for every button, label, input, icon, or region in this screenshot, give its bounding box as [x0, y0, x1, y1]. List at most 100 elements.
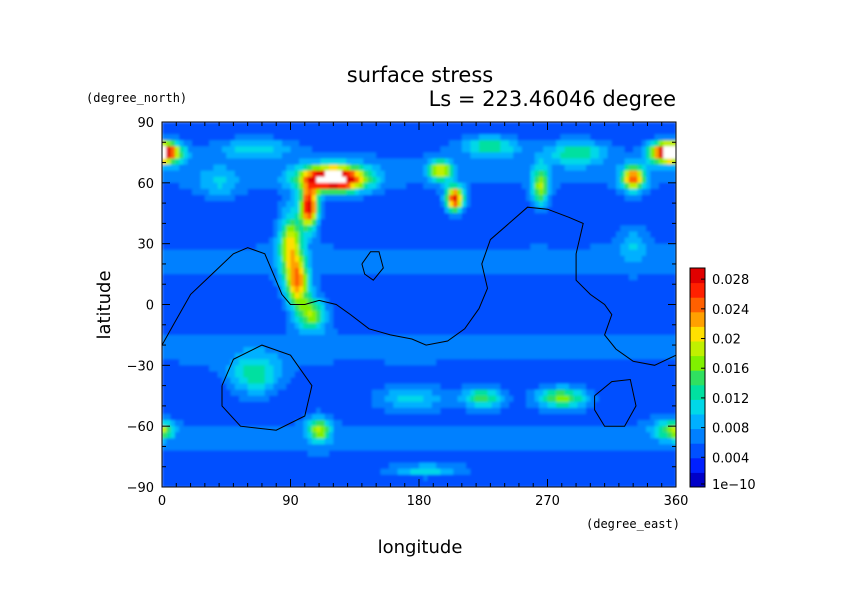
heatmap-cell — [350, 195, 356, 202]
heatmap-cell — [162, 341, 167, 348]
heatmap-cell — [213, 164, 219, 172]
heatmap-cell — [453, 268, 459, 275]
heatmap-cell — [264, 146, 270, 154]
heatmap-cell — [436, 286, 442, 293]
heatmap-cell — [513, 128, 519, 135]
heatmap-cell — [616, 219, 621, 227]
heatmap-cell — [170, 261, 176, 269]
heatmap-cell — [478, 261, 484, 269]
heatmap-cell — [491, 182, 497, 190]
heatmap-cell — [410, 140, 416, 147]
heatmap-cell — [247, 334, 253, 342]
heatmap-cell — [517, 334, 523, 342]
heatmap-cell — [281, 347, 287, 354]
heatmap-cell — [350, 304, 356, 312]
heatmap-cell — [491, 122, 497, 129]
heatmap-cell — [414, 249, 420, 257]
heatmap-cell — [577, 365, 583, 373]
heatmap-cell — [179, 304, 185, 312]
heatmap-cell — [461, 316, 467, 324]
heatmap-cell — [320, 304, 326, 312]
heatmap-cell — [590, 225, 596, 233]
heatmap-cell — [221, 341, 227, 348]
heatmap-cell — [354, 134, 360, 141]
heatmap-cell — [179, 274, 185, 281]
heatmap-cell — [401, 274, 407, 281]
heatmap-cell — [500, 353, 506, 360]
heatmap-cell — [646, 304, 651, 312]
heatmap-cell — [359, 274, 364, 281]
heatmap-cell — [371, 164, 377, 172]
heatmap-cell — [346, 213, 352, 220]
heatmap-cell — [209, 152, 214, 160]
heatmap-cell — [444, 292, 450, 300]
heatmap-cell — [397, 298, 403, 306]
heatmap-cell — [616, 341, 621, 348]
heatmap-cell — [311, 225, 317, 233]
heatmap-cell — [209, 255, 214, 263]
heatmap-cell — [526, 182, 531, 190]
heatmap-cell — [556, 158, 561, 166]
heatmap-cell — [350, 371, 356, 379]
heatmap-cell — [174, 140, 180, 147]
heatmap-cell — [641, 328, 647, 336]
heatmap-cell — [187, 280, 193, 287]
heatmap-cell — [453, 170, 459, 178]
heatmap-cell — [547, 158, 553, 166]
heatmap-cell — [474, 334, 480, 342]
heatmap-cell — [384, 243, 390, 251]
heatmap-cell — [324, 182, 330, 190]
heatmap-cell — [320, 140, 326, 147]
heatmap-cell — [251, 353, 257, 360]
heatmap-cell — [633, 328, 639, 336]
heatmap-cell — [307, 365, 313, 373]
heatmap-cell — [620, 176, 626, 184]
heatmap-cell — [324, 158, 330, 166]
heatmap-cell — [380, 219, 386, 227]
heatmap-cell — [191, 298, 197, 306]
heatmap-cell — [204, 292, 210, 300]
heatmap-cell — [487, 195, 493, 202]
heatmap-cell — [633, 298, 639, 306]
heatmap-cell — [620, 237, 626, 245]
heatmap-cell — [234, 261, 240, 269]
heatmap-cell — [474, 249, 480, 257]
heatmap-cell — [303, 371, 309, 379]
heatmap-cell — [393, 231, 399, 239]
heatmap-cell — [376, 365, 382, 373]
heatmap-cell — [624, 146, 630, 154]
heatmap-cell — [213, 341, 219, 348]
heatmap-cell — [650, 328, 656, 336]
heatmap-cell — [504, 359, 510, 366]
heatmap-cell — [384, 176, 390, 184]
heatmap-cell — [329, 134, 334, 141]
heatmap-cell — [526, 292, 531, 300]
heatmap-cell — [213, 286, 219, 293]
heatmap-cell — [162, 322, 167, 330]
heatmap-cell — [397, 310, 403, 318]
heatmap-cell — [496, 134, 501, 141]
heatmap-cell — [269, 219, 274, 227]
heatmap-cell — [260, 237, 266, 245]
heatmap-cell — [299, 134, 304, 141]
heatmap-cell — [491, 353, 497, 360]
heatmap-cell — [350, 298, 356, 306]
heatmap-cell — [320, 122, 326, 129]
heatmap-cell — [256, 292, 262, 300]
heatmap-cell — [350, 231, 356, 239]
heatmap-cell — [217, 341, 223, 348]
heatmap-cell — [217, 122, 223, 129]
heatmap-cell — [290, 176, 296, 184]
heatmap-cell — [239, 322, 244, 330]
heatmap-cell — [320, 182, 326, 190]
heatmap-cell — [551, 152, 557, 160]
heatmap-cell — [667, 128, 673, 135]
heatmap-cell — [183, 261, 189, 269]
heatmap-cell — [470, 231, 476, 239]
heatmap-cell — [474, 128, 480, 135]
heatmap-cell — [427, 249, 433, 257]
heatmap-cell — [204, 152, 210, 160]
heatmap-cell — [478, 201, 484, 208]
heatmap-cell — [671, 231, 676, 239]
heatmap-cell — [440, 298, 446, 306]
